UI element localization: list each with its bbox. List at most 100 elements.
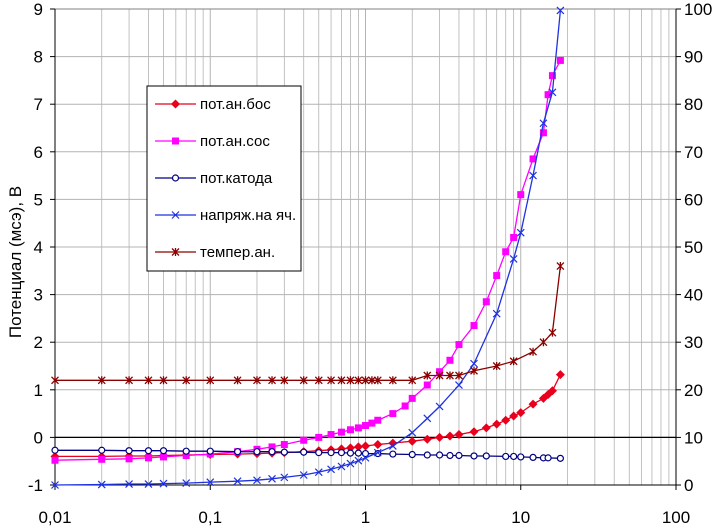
- data-point: [539, 119, 548, 128]
- data-point: [182, 447, 190, 455]
- data-point: [354, 449, 362, 457]
- y2-tick-label: 80: [684, 95, 703, 114]
- data-point: [327, 431, 335, 439]
- data-point: [233, 376, 242, 385]
- y-tick-label: 0: [34, 428, 43, 447]
- data-point: [51, 456, 59, 464]
- data-point: [435, 432, 445, 442]
- data-point: [354, 456, 363, 465]
- data-point: [346, 426, 354, 434]
- data-point: [346, 459, 355, 468]
- legend-marker: [171, 248, 180, 256]
- series-line: [54, 60, 561, 461]
- data-point: [159, 479, 168, 488]
- data-point: [423, 381, 431, 389]
- data-point: [206, 376, 215, 385]
- data-point: [206, 478, 215, 487]
- y-tick-label: 4: [34, 238, 43, 257]
- data-point: [159, 376, 168, 385]
- data-point: [144, 447, 153, 455]
- data-point: [501, 415, 511, 425]
- data-point: [423, 371, 432, 380]
- data-point: [446, 356, 454, 364]
- legend-item: пот.ан.бос: [155, 96, 271, 113]
- data-point: [280, 376, 289, 385]
- data-point: [408, 450, 416, 459]
- data-point: [408, 376, 417, 385]
- data-point: [470, 366, 478, 375]
- data-point: [327, 449, 335, 457]
- data-point: [509, 411, 519, 421]
- y-tick-label: 8: [34, 48, 43, 67]
- data-point: [423, 414, 432, 423]
- y-tick-label: 6: [34, 143, 43, 162]
- data-point: [408, 428, 417, 437]
- data-point: [337, 449, 346, 457]
- x-tick-label: 100: [662, 508, 690, 527]
- data-point: [268, 376, 276, 385]
- data-point: [353, 442, 363, 452]
- data-point: [368, 419, 376, 427]
- data-point: [337, 376, 346, 385]
- data-point: [253, 448, 261, 456]
- data-point: [548, 88, 557, 97]
- data-point: [51, 481, 59, 489]
- data-point: [389, 410, 397, 418]
- data-point: [446, 451, 454, 460]
- data-point: [529, 155, 537, 163]
- y2-tick-label: 90: [684, 48, 703, 67]
- y-tick-label: 5: [34, 190, 43, 209]
- y-tick-label: -1: [28, 476, 43, 495]
- legend-item: темпер.ан.: [155, 244, 275, 261]
- data-point: [481, 423, 491, 433]
- data-point: [98, 455, 106, 463]
- x-tick-label: 0,1: [198, 508, 222, 527]
- data-point: [435, 402, 444, 411]
- data-point: [182, 451, 190, 459]
- data-point: [314, 468, 323, 477]
- data-point: [300, 436, 308, 444]
- y-axis-label: Потенциал (мсэ), В: [6, 186, 25, 338]
- data-point: [144, 454, 152, 462]
- data-point: [422, 434, 432, 444]
- data-point: [345, 443, 355, 453]
- data-point: [529, 453, 537, 461]
- data-point: [346, 449, 355, 457]
- y-tick-label: 7: [34, 95, 43, 114]
- data-point: [144, 480, 153, 488]
- y2-tick-label: 100: [684, 0, 712, 19]
- series-2: [51, 56, 564, 464]
- data-point: [314, 376, 323, 385]
- data-point: [361, 449, 370, 458]
- data-point: [510, 233, 518, 241]
- data-point: [470, 322, 478, 330]
- data-point: [206, 447, 214, 455]
- data-point: [160, 453, 168, 461]
- data-point: [144, 376, 153, 385]
- data-point: [547, 386, 557, 396]
- x-tick-label: 0,01: [38, 508, 71, 527]
- data-point: [51, 376, 59, 385]
- x-tick-label: 1: [361, 508, 370, 527]
- data-point: [517, 453, 525, 461]
- data-point: [454, 430, 464, 440]
- legend-label: темпер.ан.: [200, 244, 275, 261]
- data-point: [125, 376, 134, 385]
- data-point: [469, 427, 479, 437]
- x-tick-label: 10: [511, 508, 530, 527]
- data-point: [51, 446, 59, 454]
- series-line: [54, 10, 562, 486]
- data-point: [435, 451, 444, 459]
- data-point: [337, 428, 345, 436]
- data-point: [423, 451, 431, 459]
- data-point: [548, 72, 556, 80]
- legend-marker: [171, 174, 180, 182]
- data-point: [492, 362, 501, 370]
- data-point: [470, 452, 478, 460]
- data-point: [544, 91, 552, 99]
- series-3: [51, 446, 564, 462]
- data-point: [367, 376, 376, 385]
- data-point: [516, 228, 525, 237]
- data-point: [98, 446, 106, 454]
